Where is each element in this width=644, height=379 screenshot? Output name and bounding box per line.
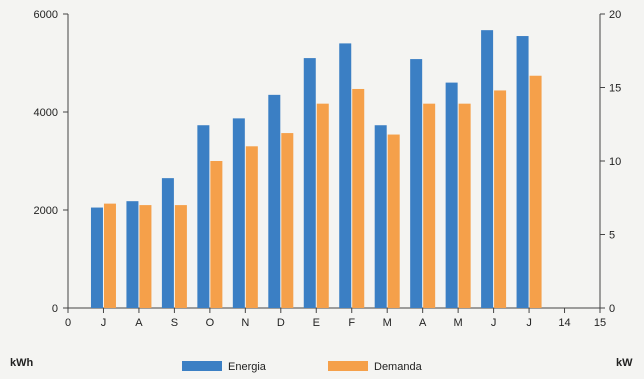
x-tick-label-15: 15: [594, 317, 606, 329]
x-tick-label-14: 14: [558, 317, 570, 329]
bars-group: [90, 30, 542, 309]
bar-energia-8: [374, 125, 387, 308]
x-tick-label-0: 0: [65, 317, 71, 329]
bar-energia-5: [268, 94, 281, 308]
legend: Energia Demanda: [182, 361, 423, 373]
bar-demanda-7: [352, 88, 365, 308]
x-tick-label-10: A: [419, 317, 427, 329]
bar-energia-7: [339, 43, 352, 309]
bar-demanda-5: [281, 133, 294, 308]
right-tick-label-5: 5: [609, 230, 615, 242]
x-tick-label-7: E: [313, 317, 320, 329]
bar-demanda-3: [210, 161, 223, 308]
bar-demanda-11: [494, 90, 507, 308]
bar-energia-9: [410, 59, 423, 308]
left-tick-label-4000: 4000: [34, 107, 58, 119]
x-tick-label-8: F: [348, 317, 355, 329]
bar-energia-10: [445, 82, 458, 308]
x-tick-label-2: A: [135, 317, 143, 329]
bar-demanda-0: [103, 203, 116, 308]
left-axis-label: kWh: [10, 357, 34, 369]
x-tick-label-4: O: [206, 317, 215, 329]
left-tick-label-6000: 6000: [34, 9, 58, 21]
bar-demanda-2: [174, 205, 187, 308]
bar-energia-2: [161, 178, 174, 308]
bar-energia-11: [481, 30, 494, 308]
bar-demanda-6: [316, 103, 329, 308]
x-tick-label-12: J: [491, 317, 497, 329]
left-tick-label-0: 0: [52, 303, 58, 315]
bar-demanda-10: [458, 103, 471, 308]
ticks-group: 0 2000 4000 6000 0 5 10 15 20 0 J A S O N D E F M A M J J 14 15: [34, 9, 622, 329]
x-tick-label-6: D: [277, 317, 285, 329]
legend-swatch-energia: [182, 361, 222, 371]
right-tick-label-15: 15: [609, 83, 621, 95]
left-tick-label-2000: 2000: [34, 205, 58, 217]
x-tick-label-11: M: [454, 317, 463, 329]
bar-demanda-9: [423, 103, 436, 308]
bar-energia-12: [516, 36, 529, 309]
x-tick-label-1: J: [101, 317, 107, 329]
bar-demanda-12: [529, 75, 542, 309]
right-tick-label-20: 20: [609, 9, 621, 21]
x-tick-label-3: S: [171, 317, 178, 329]
bar-energia-4: [232, 118, 245, 309]
bar-demanda-1: [139, 205, 152, 308]
bar-demanda-8: [387, 134, 400, 308]
x-tick-label-13: J: [526, 317, 532, 329]
bar-energia-1: [126, 201, 139, 308]
bar-energia-3: [197, 125, 210, 308]
right-tick-label-0: 0: [609, 303, 615, 315]
x-tick-label-5: N: [241, 317, 249, 329]
legend-label-energia: Energia: [228, 361, 267, 373]
right-axis-label: kW: [616, 357, 633, 369]
right-tick-label-10: 10: [609, 156, 621, 168]
bar-energia-0: [90, 207, 103, 308]
legend-label-demanda: Demanda: [374, 361, 423, 373]
bar-energia-6: [303, 58, 316, 308]
bar-demanda-4: [245, 146, 258, 308]
x-tick-label-9: M: [383, 317, 392, 329]
legend-swatch-demanda: [328, 361, 368, 371]
